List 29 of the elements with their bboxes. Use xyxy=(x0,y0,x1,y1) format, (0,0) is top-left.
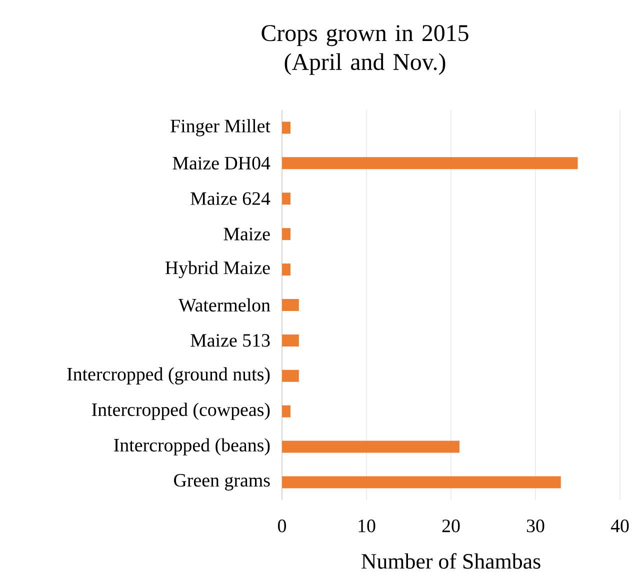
y-tick-label: Intercropped (beans) xyxy=(114,438,270,456)
y-tick-label: Intercropped (ground nuts) xyxy=(67,367,270,384)
y-tick-label: Intercropped (cowpeas) xyxy=(92,402,270,420)
y-tick-label: Hybrid Maize xyxy=(165,260,270,278)
bar xyxy=(282,334,299,346)
y-tick-label: Maize xyxy=(224,228,270,240)
y-tick-label: Watermelon xyxy=(178,298,270,312)
bar xyxy=(282,157,578,170)
bar xyxy=(282,405,290,418)
bar xyxy=(282,122,290,134)
bar xyxy=(282,476,561,488)
x-tick-label: 10 xyxy=(358,520,376,532)
y-tick-label: Maize DH04 xyxy=(172,156,270,170)
bar xyxy=(282,192,290,205)
x-axis-title: Number of Shambas xyxy=(362,553,540,569)
x-tick-label: 20 xyxy=(442,520,460,532)
y-tick-label: Maize 513 xyxy=(190,334,270,347)
x-tick-label: 30 xyxy=(526,520,544,532)
bar xyxy=(282,228,290,240)
chart-title: Crops grown in 2015 (April and Nov.) xyxy=(262,25,468,75)
y-tick-label: Green grams xyxy=(174,474,270,491)
x-tick-label: 40 xyxy=(610,520,629,532)
bar xyxy=(282,264,290,276)
y-tick-label: Finger Millet xyxy=(170,119,270,136)
y-tick-label: Maize 624 xyxy=(190,192,270,205)
bar xyxy=(282,370,299,382)
x-tick-label: 0 xyxy=(278,520,286,532)
bar xyxy=(282,440,460,453)
bar xyxy=(282,298,299,311)
